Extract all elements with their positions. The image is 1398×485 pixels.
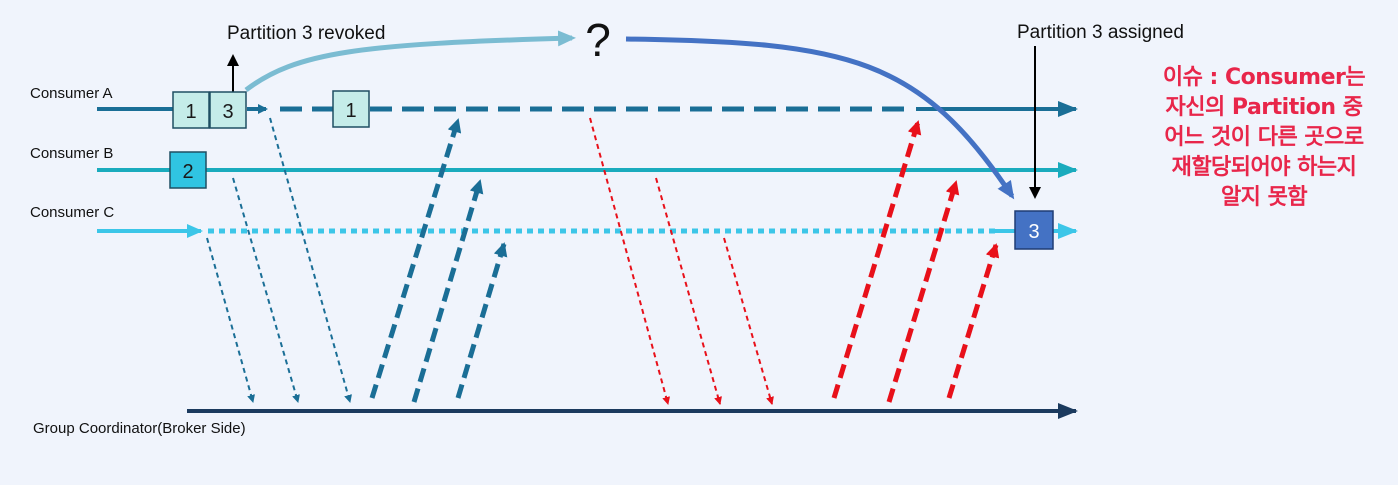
issue-note-line: 자신의 Partition 중 (1165, 95, 1363, 120)
issue-note: 이슈 : Consumer는 자신의 Partition 중 어느 것이 다른 … (1132, 63, 1396, 213)
consumer-c-label: Consumer C (30, 204, 114, 221)
assigned-label: Partition 3 assigned (1017, 22, 1184, 43)
partition-label: 2 (182, 161, 193, 183)
partition-box-b-2: 2 (169, 151, 207, 189)
partition-label: 1 (345, 100, 356, 122)
coordinator-label: Group Coordinator(Broker Side) (33, 420, 246, 437)
consumer-a-label: Consumer A (30, 85, 113, 102)
consumer-b-label: Consumer B (30, 145, 113, 162)
join-requests-down (206, 117, 352, 403)
issue-note-line: 재할당되어야 하는지 (1171, 155, 1357, 180)
issue-note-line: 어느 것이 다른 곳으로 (1164, 125, 1364, 150)
partition-label: 1 (185, 101, 196, 123)
partition-label: 3 (1028, 221, 1039, 243)
assign-curve-arrow (625, 36, 1015, 200)
join-responses-up (369, 118, 508, 403)
issue-note-line: 이슈 : Consumer는 (1162, 65, 1366, 90)
question-mark: ? (585, 14, 611, 66)
issue-note-line: 알지 못함 (1220, 185, 1308, 210)
partition-box-a-3: 3 (209, 91, 247, 129)
partition-label: 3 (222, 101, 233, 123)
sync-requests-down (589, 117, 774, 405)
partition-box-a-1-later: 1 (332, 90, 370, 128)
partition-box-c-3: 3 (1014, 210, 1054, 250)
revoke-curve-arrow (244, 30, 576, 92)
partition-box-a-1: 1 (172, 91, 210, 129)
sync-responses-up (831, 120, 1000, 403)
revoked-label: Partition 3 revoked (227, 23, 385, 44)
